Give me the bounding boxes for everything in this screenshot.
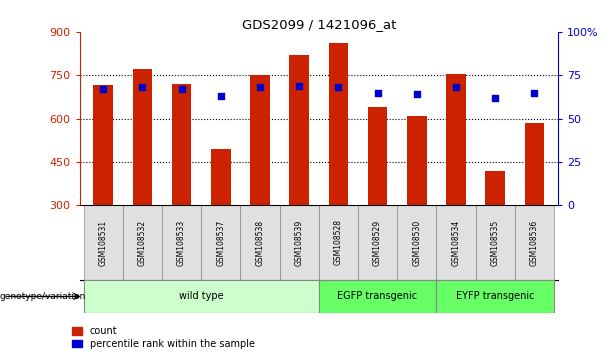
Text: genotype/variation: genotype/variation <box>0 292 86 301</box>
Bar <box>123 205 162 280</box>
Bar <box>319 280 436 313</box>
Bar <box>83 280 319 313</box>
Bar <box>436 205 476 280</box>
Text: GSM108534: GSM108534 <box>451 219 460 266</box>
Bar <box>289 55 309 205</box>
Text: wild type: wild type <box>179 291 224 302</box>
Point <box>98 86 108 92</box>
Bar <box>240 205 280 280</box>
Text: GSM108536: GSM108536 <box>530 219 539 266</box>
Bar <box>525 123 544 205</box>
Bar <box>201 205 240 280</box>
Bar <box>329 44 348 205</box>
Text: GSM108528: GSM108528 <box>334 219 343 266</box>
Bar <box>368 107 387 205</box>
Bar <box>485 171 505 205</box>
Bar <box>446 74 466 205</box>
Bar <box>358 205 397 280</box>
Bar <box>280 205 319 280</box>
Title: GDS2099 / 1421096_at: GDS2099 / 1421096_at <box>242 18 396 31</box>
Bar <box>83 205 123 280</box>
Text: GSM108533: GSM108533 <box>177 219 186 266</box>
Bar <box>162 205 201 280</box>
Text: GSM108531: GSM108531 <box>99 219 108 266</box>
Point <box>216 93 226 99</box>
Bar <box>407 116 427 205</box>
Bar <box>476 205 515 280</box>
Text: GSM108532: GSM108532 <box>138 219 147 266</box>
Point <box>333 85 343 90</box>
Text: EYFP transgenic: EYFP transgenic <box>456 291 535 302</box>
Point <box>451 85 461 90</box>
Point <box>255 85 265 90</box>
Text: GSM108529: GSM108529 <box>373 219 382 266</box>
Text: GSM108538: GSM108538 <box>256 219 264 266</box>
Text: GSM108535: GSM108535 <box>490 219 500 266</box>
Bar <box>250 75 270 205</box>
Point <box>177 86 186 92</box>
Bar <box>172 84 191 205</box>
Point <box>412 91 422 97</box>
Bar <box>397 205 436 280</box>
Text: GSM108537: GSM108537 <box>216 219 226 266</box>
Bar <box>515 205 554 280</box>
Text: GSM108530: GSM108530 <box>412 219 421 266</box>
Text: EGFP transgenic: EGFP transgenic <box>338 291 417 302</box>
Bar <box>132 69 152 205</box>
Text: GSM108539: GSM108539 <box>295 219 303 266</box>
Bar <box>436 280 554 313</box>
Point <box>373 90 383 96</box>
Point <box>294 83 304 88</box>
Bar <box>211 149 230 205</box>
Bar <box>93 85 113 205</box>
Point <box>490 95 500 101</box>
Legend: count, percentile rank within the sample: count, percentile rank within the sample <box>72 326 255 349</box>
Point <box>530 90 539 96</box>
Bar <box>319 205 358 280</box>
Point <box>137 85 147 90</box>
